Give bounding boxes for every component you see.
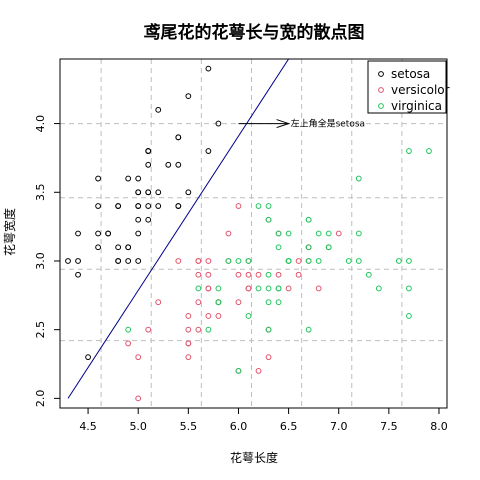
x-tick-label: 6.0 [230, 420, 248, 433]
legend-label-versicolor: versicolor [391, 83, 450, 97]
x-tick-label: 8.0 [430, 420, 448, 433]
chart-title: 鸢尾花的花萼长与宽的散点图 [144, 22, 365, 43]
y-axis-label: 花萼宽度 [2, 208, 17, 256]
x-tick-label: 5.0 [129, 420, 147, 433]
y-tick-label: 2.5 [34, 321, 47, 339]
y-tick-label: 4.0 [34, 115, 47, 132]
x-tick-label: 5.5 [180, 420, 198, 433]
y-tick-label: 2.0 [34, 390, 47, 408]
y-tick-label: 3.0 [34, 252, 47, 270]
legend-label-virginica: virginica [391, 99, 442, 113]
legend: setosa versicolor virginica [368, 61, 450, 113]
x-tick-label: 6.5 [280, 420, 298, 433]
x-tick-label: 4.5 [79, 420, 97, 433]
x-axis-label: 花萼长度 [230, 450, 278, 465]
x-tick-label: 7.0 [330, 420, 348, 433]
legend-label-setosa: setosa [391, 67, 430, 81]
x-tick-label: 7.5 [380, 420, 398, 433]
y-tick-label: 3.5 [34, 184, 47, 202]
annotation-text: 左上角全是setosa [291, 118, 365, 130]
